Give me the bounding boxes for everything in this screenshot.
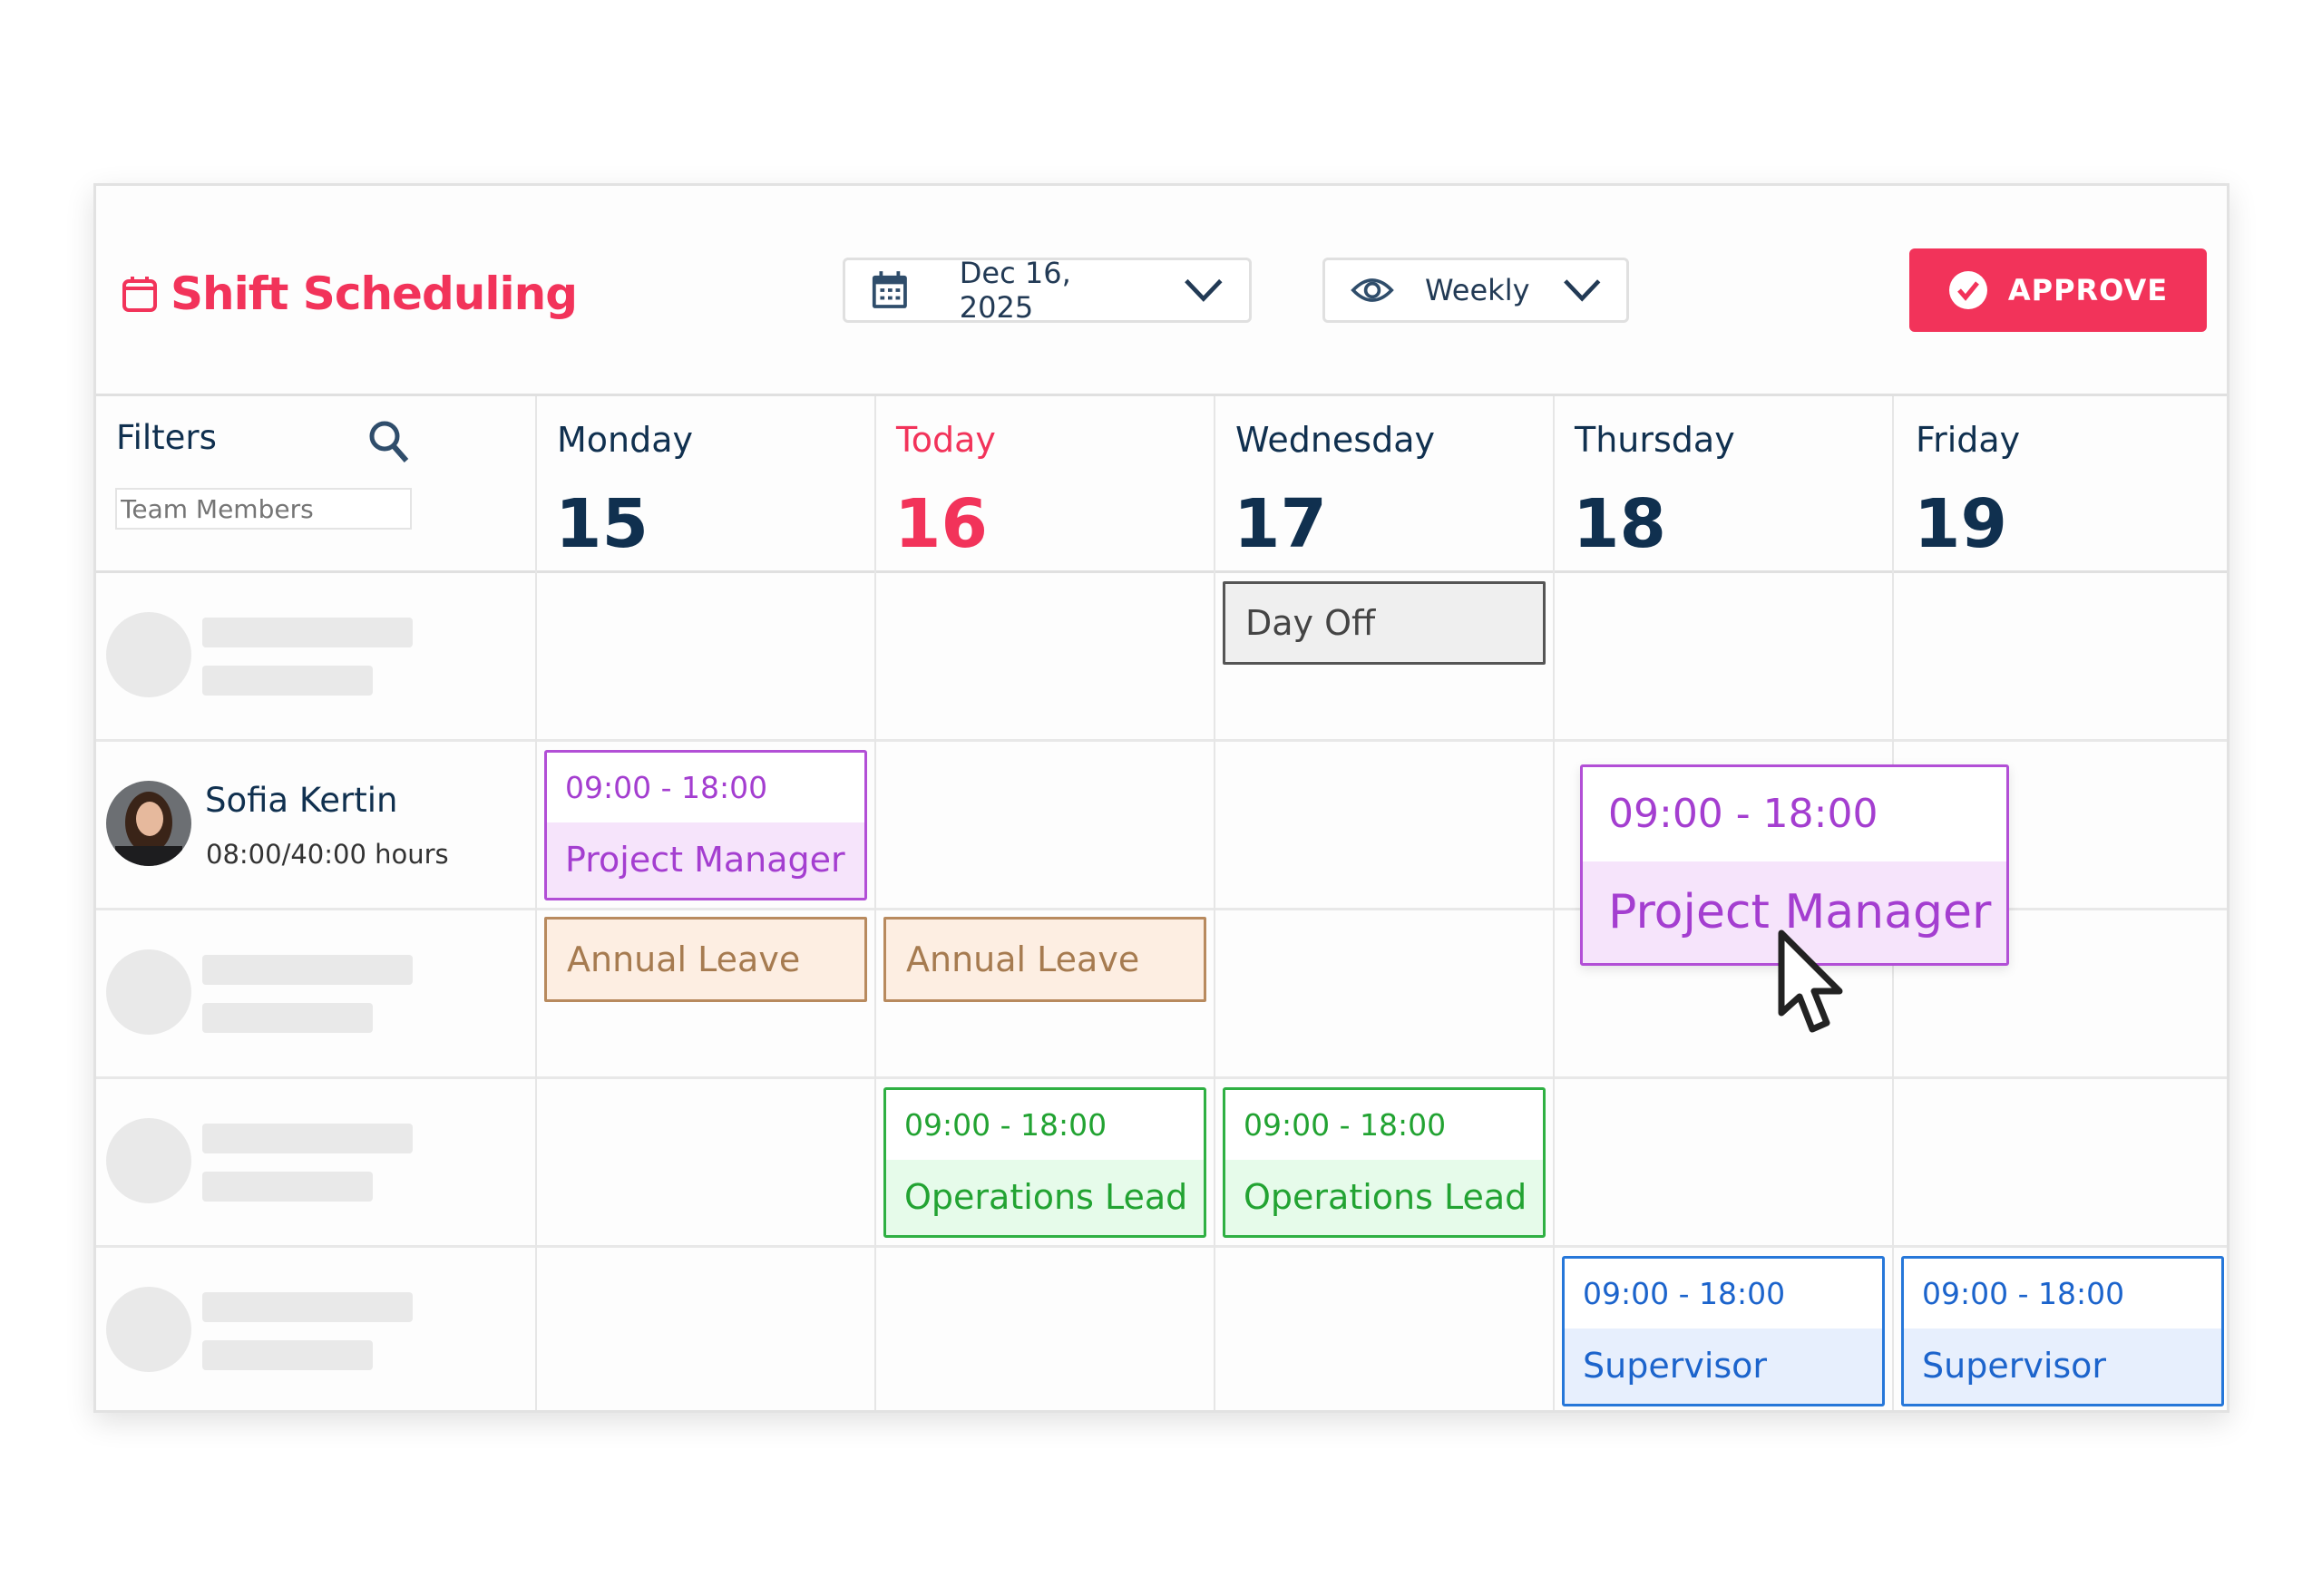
skeleton-bar <box>202 1172 373 1202</box>
shift-time: 09:00 - 18:00 <box>565 769 768 805</box>
shift-role: Project Manager <box>1583 861 2006 963</box>
team-members-input[interactable] <box>115 488 412 530</box>
divider <box>535 396 537 1410</box>
shift-project-manager[interactable]: 09:00 - 18:00 Project Manager <box>544 750 867 900</box>
shift-time: 09:00 - 18:00 <box>904 1106 1107 1143</box>
day-number: 19 <box>1914 485 2007 563</box>
shift-time: 09:00 - 18:00 <box>1583 1275 1786 1311</box>
entry-label: Day Off <box>1245 603 1376 643</box>
divider <box>96 908 2227 910</box>
day-name: Monday <box>557 420 694 460</box>
shift-time: 09:00 - 18:00 <box>1922 1275 2125 1311</box>
entry-label: Annual Leave <box>567 939 801 979</box>
shift-supervisor[interactable]: 09:00 - 18:00 Supervisor <box>1562 1256 1885 1406</box>
chevron-down-icon <box>1563 279 1600 302</box>
shift-time: 09:00 - 18:00 <box>1608 791 1878 838</box>
day-number: 15 <box>555 485 649 563</box>
skeleton-bar <box>202 955 413 985</box>
employee-name: Sofia Kertin <box>205 781 398 820</box>
shift-role: Project Manager <box>547 822 864 898</box>
day-number: 17 <box>1234 485 1327 563</box>
divider <box>96 1245 2227 1248</box>
divider <box>96 739 2227 742</box>
day-number-today: 16 <box>894 485 988 563</box>
eye-icon <box>1351 278 1394 302</box>
divider <box>1553 396 1555 1410</box>
title-text: Shift Scheduling <box>171 268 578 320</box>
view-value: Weekly <box>1425 273 1530 307</box>
avatar[interactable] <box>106 781 191 866</box>
skeleton-bar <box>202 1003 373 1033</box>
shift-role: Operations Lead <box>1225 1159 1543 1235</box>
skeleton-bar <box>202 618 413 647</box>
search-icon[interactable] <box>368 420 410 463</box>
divider <box>96 1076 2227 1079</box>
chevron-down-icon <box>1185 278 1223 302</box>
avatar-placeholder <box>106 1287 191 1372</box>
divider <box>96 570 2227 573</box>
shift-operations-lead[interactable]: 09:00 - 18:00 Operations Lead <box>883 1087 1206 1238</box>
skeleton-bar <box>202 1124 413 1153</box>
day-name: Wednesday <box>1235 420 1436 460</box>
cursor-arrow-icon <box>1778 929 1843 1033</box>
view-selector[interactable]: Weekly <box>1322 258 1629 323</box>
avatar-placeholder <box>106 612 191 697</box>
annual-leave-entry[interactable]: Annual Leave <box>883 917 1206 1002</box>
day-name-today: Today <box>896 420 996 460</box>
annual-leave-entry[interactable]: Annual Leave <box>544 917 867 1002</box>
day-number: 18 <box>1573 485 1666 563</box>
shift-time: 09:00 - 18:00 <box>1244 1106 1447 1143</box>
app-title: Shift Scheduling <box>122 268 578 320</box>
divider <box>1214 396 1215 1410</box>
approve-label: APPROVE <box>2007 273 2169 307</box>
employee-hours: 08:00/40:00 hours <box>206 839 449 870</box>
day-name: Thursday <box>1575 420 1735 460</box>
day-off-entry[interactable]: Day Off <box>1223 581 1546 665</box>
calendar-icon <box>872 271 907 308</box>
avatar-placeholder <box>106 949 191 1035</box>
divider <box>874 396 876 1410</box>
approve-button[interactable]: APPROVE <box>1909 248 2207 332</box>
divider <box>96 394 2227 396</box>
shift-role: Operations Lead <box>886 1159 1204 1235</box>
shift-operations-lead[interactable]: 09:00 - 18:00 Operations Lead <box>1223 1087 1546 1238</box>
shift-role: Supervisor <box>1904 1328 2221 1404</box>
date-picker[interactable]: Dec 16, 2025 <box>843 256 1252 325</box>
shift-role: Supervisor <box>1565 1328 1882 1404</box>
check-circle-icon <box>1948 271 1987 309</box>
calendar-icon <box>122 277 157 312</box>
filters-label: Filters <box>116 418 217 457</box>
shift-supervisor[interactable]: 09:00 - 18:00 Supervisor <box>1901 1256 2224 1406</box>
schedule-card: Shift Scheduling Dec 16, 2025 Weekly APP… <box>93 183 2229 1413</box>
skeleton-bar <box>202 1340 373 1370</box>
entry-label: Annual Leave <box>906 939 1140 979</box>
skeleton-bar <box>202 1292 413 1322</box>
skeleton-bar <box>202 666 373 696</box>
day-name: Friday <box>1916 420 2021 460</box>
date-value: Dec 16, 2025 <box>959 256 1071 325</box>
avatar-placeholder <box>106 1118 191 1203</box>
